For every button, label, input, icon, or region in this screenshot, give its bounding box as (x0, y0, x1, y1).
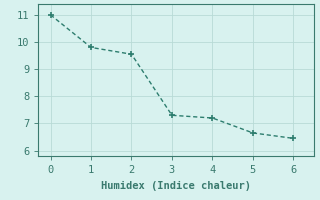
X-axis label: Humidex (Indice chaleur): Humidex (Indice chaleur) (101, 181, 251, 191)
